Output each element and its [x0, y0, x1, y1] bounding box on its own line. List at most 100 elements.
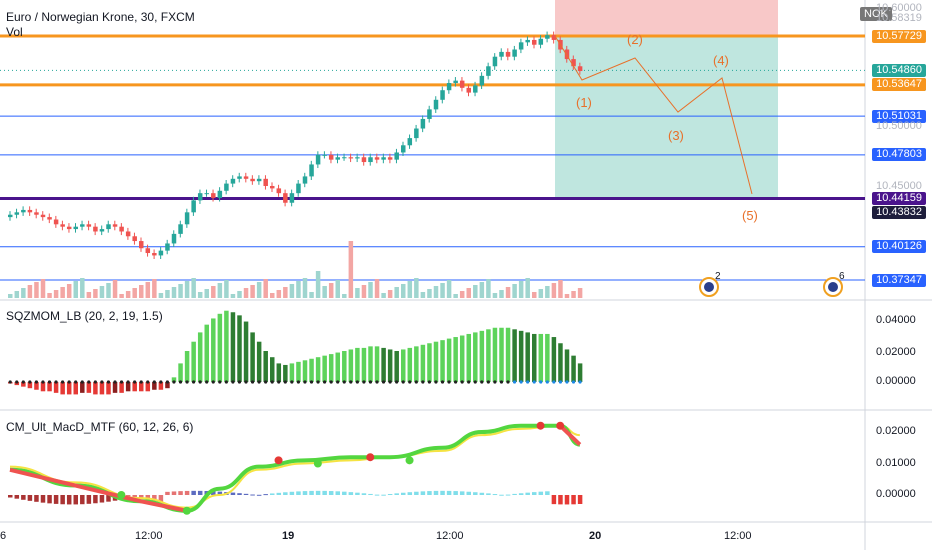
volume-bar — [401, 284, 406, 298]
volume-bar — [296, 281, 301, 298]
macd-histogram-bar — [564, 495, 570, 505]
sqzmom-bar — [545, 333, 550, 382]
sqzmom-bar — [171, 377, 177, 382]
candle-body — [466, 87, 471, 93]
candle-body — [243, 176, 249, 179]
candle-body — [112, 224, 118, 227]
volume-bar — [545, 286, 550, 298]
macd-histogram-bar — [106, 495, 111, 502]
sqzmom-bar — [40, 382, 46, 392]
candle-body — [348, 157, 354, 159]
price-axis-tick: 10.45000 — [876, 180, 922, 192]
sqzmom-bar — [571, 355, 576, 382]
sqzmom-bar — [453, 337, 458, 382]
macd-histogram-bar — [296, 491, 301, 495]
squeeze-dot — [558, 380, 563, 384]
candle-body — [414, 128, 419, 139]
economic-event-icon[interactable] — [699, 277, 719, 297]
squeeze-dot — [244, 380, 248, 384]
volume-bar — [440, 283, 445, 298]
candle-body — [564, 49, 570, 60]
sqzmom-bar — [459, 335, 465, 382]
sqzmom-bar — [283, 364, 288, 382]
volume-bar — [152, 279, 157, 298]
macd-histogram-bar — [60, 495, 65, 505]
sqzmom-bar — [387, 349, 393, 382]
wave-label: (1) — [576, 95, 592, 110]
macd-histogram-bar — [525, 492, 530, 495]
volume-bar — [178, 284, 183, 298]
candle-body — [132, 236, 137, 242]
squeeze-dot — [87, 380, 91, 384]
candle-body — [322, 154, 327, 156]
sqzmom-bar — [532, 333, 537, 382]
macd-histogram-bar — [165, 491, 170, 495]
sqzmom-bar — [276, 363, 282, 382]
candle-body — [80, 224, 85, 227]
macd-histogram-bar — [545, 491, 550, 495]
volume-bar — [459, 291, 465, 298]
volume-bar — [66, 284, 72, 298]
macd-histogram-bar — [322, 490, 327, 495]
macd-histogram-bar — [40, 495, 46, 503]
squeeze-dot — [185, 380, 189, 384]
volume-bar — [499, 290, 504, 298]
sqzmom-bar — [289, 363, 295, 382]
macd-axis-tick: 0.01000 — [876, 457, 916, 469]
candle-body — [53, 219, 59, 225]
symbol-title: Euro / Norwegian Krone, 30, FXCM — [6, 10, 195, 24]
sqzmom-bar — [309, 358, 314, 382]
macd-histogram-bar — [381, 494, 386, 496]
macd-histogram-bar — [532, 492, 537, 495]
sqzmom-bar — [93, 382, 98, 395]
volume-bar — [551, 283, 557, 298]
candle-body — [427, 109, 432, 119]
wave-label: (5) — [742, 208, 758, 223]
volume-bar — [191, 278, 196, 298]
squeeze-dot — [571, 380, 576, 384]
volume-bar — [361, 285, 367, 298]
squeeze-dot — [290, 380, 294, 384]
macd-axis-tick: 0.00000 — [876, 488, 916, 500]
candle-body — [545, 35, 550, 39]
candle-body — [224, 183, 229, 191]
candle-body — [335, 157, 340, 160]
squeeze-dot — [21, 380, 25, 384]
macd-histogram-bar — [80, 495, 85, 505]
volume-bar — [224, 280, 229, 298]
volume-bar — [564, 294, 570, 298]
currency-badge[interactable]: NOK — [860, 7, 892, 21]
target-zone — [555, 36, 778, 199]
volume-label: Vol — [6, 25, 23, 39]
squeeze-dot — [421, 380, 425, 384]
candle-body — [250, 178, 255, 182]
squeeze-dot — [512, 380, 517, 384]
squeeze-dot — [172, 380, 176, 384]
candle-body — [158, 250, 164, 256]
sqzmom-bar — [139, 382, 144, 392]
macd-histogram-bar — [401, 492, 406, 495]
squeeze-dot — [552, 380, 556, 384]
volume-bar — [532, 292, 537, 298]
sqzmom-bar — [158, 382, 164, 390]
candle-body — [446, 83, 452, 91]
volume-bar — [348, 241, 354, 298]
macd-histogram-bar — [302, 491, 308, 495]
sqzmom-bar — [191, 341, 196, 382]
macd-line-falling — [558, 424, 582, 447]
macd-histogram-bar — [446, 490, 452, 495]
sqzmom-bar — [243, 321, 249, 382]
economic-event-icon[interactable] — [823, 277, 843, 297]
time-axis-tick: 19 — [282, 530, 295, 542]
squeeze-dot — [473, 380, 477, 384]
volume-bar — [518, 281, 524, 298]
volume-bar — [250, 285, 255, 298]
volume-bar — [197, 292, 203, 298]
macd-cross-dot — [536, 421, 545, 430]
sqzmom-bar — [342, 351, 347, 382]
sqzmom-bar — [217, 313, 223, 382]
macd-histogram-bar — [309, 490, 314, 495]
squeeze-dot — [362, 380, 366, 384]
